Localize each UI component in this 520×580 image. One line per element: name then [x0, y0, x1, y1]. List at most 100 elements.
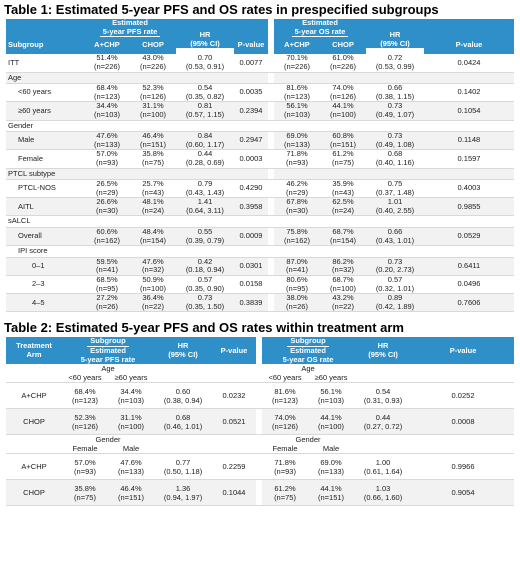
t1-cell-os-c: 44.1% (n=100) [320, 101, 366, 121]
t1-cell-os-a: 67.8% (n=30) [274, 197, 320, 217]
t1-cell-pfs-p: 0.3958 [234, 197, 268, 217]
t2-col-p: P-value [212, 337, 257, 365]
table2: Treatment Arm Subgroup HR (95% CI) P-val… [6, 337, 515, 507]
t1-category-label: Age [6, 72, 84, 85]
t1-cell-pfs-a: 59.5% (n=41) [84, 257, 130, 277]
t1-cell-pfs-p: 0.0077 [234, 54, 268, 73]
t1-pfs-header: Estimated 5-year PFS rate [84, 19, 176, 38]
t1-cell-pfs-p: 0.4290 [234, 179, 268, 199]
t1-category-label: PTCL subtype [6, 168, 84, 181]
t2-level: Male [108, 444, 155, 455]
t1-cell-pfs-a: 47.6% (n=133) [84, 131, 130, 151]
t1-row-label: Female [6, 149, 84, 169]
t1-cell-os-p: 0.1597 [424, 149, 514, 169]
t2-cell-pfs-hr: 0.68 (0.46, 1.01) [154, 408, 213, 436]
t1-cell-os-a: 46.2% (n=29) [274, 179, 320, 199]
t2-subgroup-label-row: Gender Gender [6, 434, 514, 445]
t1-cell-pfs-p: 0.0003 [234, 149, 268, 169]
t2-subgroup-levels-row: Female Male Female Male [6, 444, 515, 455]
t1-table-row: 0–1 59.5% (n=41) 47.6% (n=32) 0.42 (0.18, 0… [6, 257, 514, 277]
t1-cell-os-p: 0.0496 [424, 275, 514, 295]
t1-cell-pfs-hr: 0.57 (0.35, 0.90) [176, 275, 234, 295]
t1-col-achp: A+CHP [84, 37, 130, 55]
t1-cell-pfs-a: 68.4% (n=123) [84, 83, 130, 103]
t2-cell-os-p: 0.0252 [412, 382, 515, 410]
t1-col-os-achp: A+CHP [274, 37, 320, 55]
t1-cell-os-p: 0.1148 [424, 131, 514, 151]
t1-table-row: ITT 51.4% (n=226) 43.0% (n=226) 0.70 (0.53,… [6, 54, 514, 73]
t1-cell-os-c: 86.2% (n=32) [320, 257, 366, 277]
table2-title: Table 2: Estimated 5-year PFS and OS rat… [4, 320, 404, 336]
t2-cell-os-p: 0.9966 [412, 453, 515, 481]
t1-col-os-chop: CHOP [320, 37, 366, 55]
t1-cell-os-hr: 0.73 (0.20, 2.73) [366, 257, 424, 277]
t2-table-row: CHOP 35.8% (n=75) 46.4% (n=151) 1.36 (0.94,… [6, 479, 515, 507]
t1-table-row: 4–5 27.2% (n=26) 36.4% (n=22) 0.73 (0.35, 1… [6, 293, 514, 313]
t2-level-os: ≥60 years [308, 373, 355, 384]
t1-table-row: Overall 60.6% (n=162) 48.4% (n=154) 0.55 (0… [6, 227, 514, 247]
t1-cell-pfs-hr: 0.55 (0.39, 0.79) [176, 227, 234, 247]
t1-cell-os-p: 0.4003 [424, 179, 514, 199]
t1-table-row: AITL 26.6% (n=30) 48.1% (n=24) 1.41 (0.64, … [6, 197, 514, 217]
t2-cell-os-hr: 1.00 (0.61, 1.64) [354, 453, 413, 481]
t1-cell-pfs-c: 25.7% (n=43) [130, 179, 176, 199]
t1-cell-pfs-c: 46.4% (n=151) [130, 131, 176, 151]
t2-subgroup-label-row: Age Age [6, 364, 514, 374]
t1-cell-pfs-p: 0.0009 [234, 227, 268, 247]
t2-cell-os-f: 61.2% (n=75) [262, 479, 309, 507]
t1-category-row: IPI score [6, 245, 514, 258]
t1-cell-pfs-c: 48.1% (n=24) [130, 197, 176, 217]
t1-cell-pfs-c: 36.4% (n=22) [130, 293, 176, 313]
t1-category-label: IPI score [6, 245, 84, 258]
t1-cell-os-hr: 1.01 (0.40, 2.55) [366, 197, 424, 217]
t1-cell-pfs-hr: 0.54 (0.35, 0.82) [176, 83, 234, 103]
t1-cell-os-c: 61.0% (n=226) [320, 54, 366, 73]
t2-subgroup-name: Age [101, 364, 115, 374]
t1-cell-pfs-p: 0.2394 [234, 101, 268, 121]
t1-cell-os-p: 0.0529 [424, 227, 514, 247]
t1-cell-os-a: 69.0% (n=133) [274, 131, 320, 151]
t1-cell-pfs-c: 52.3% (n=126) [130, 83, 176, 103]
t1-cell-os-hr: 0.68 (0.40, 1.16) [366, 149, 424, 169]
t2-table-row: A+CHP 68.4% (n=123) 34.4% (n=103) 0.60 (0.3… [6, 382, 515, 410]
t1-cell-os-p: 0.6411 [424, 257, 514, 277]
t1-cell-os-p: 0.7606 [424, 293, 514, 313]
t1-cell-pfs-a: 60.6% (n=162) [84, 227, 130, 247]
t2-cell-os-hr: 0.44 (0.27, 0.72) [354, 408, 413, 436]
t1-cell-os-c: 68.7% (n=154) [320, 227, 366, 247]
t1-row-label: Male [6, 131, 84, 151]
t2-os-header: Estimated 5-year OS rate [262, 347, 355, 365]
t2-subgroup-name: Gender [95, 435, 121, 445]
t2-cell-pfs-p: 0.0521 [212, 408, 257, 436]
t1-col-p: P-value [234, 37, 268, 55]
t2-table-row: A+CHP 57.0% (n=93) 47.6% (n=133) 0.77 (0.50… [6, 453, 515, 481]
t1-cell-os-p: 0.9855 [424, 197, 514, 217]
t1-cell-pfs-c: 50.9% (n=100) [130, 275, 176, 295]
t1-row-label: <60 years [6, 83, 84, 103]
t1-row-label: ≥60 years [6, 101, 84, 121]
t2-level-os: Female [262, 444, 309, 455]
t1-cell-pfs-a: 27.2% (n=26) [84, 293, 130, 313]
t1-category-label: sALCL [6, 215, 84, 229]
t2-subgroup-os: Subgroup [262, 337, 355, 347]
t1-cell-pfs-c: 48.4% (n=154) [130, 227, 176, 247]
t2-cell-pfs-hr: 1.36 (0.94, 1.97) [154, 479, 213, 507]
t1-cell-pfs-c: 43.0% (n=226) [130, 54, 176, 73]
t1-col-chop: CHOP [130, 37, 176, 55]
t1-category-row: PTCL subtype [6, 168, 514, 181]
t1-cell-pfs-p: 0.3839 [234, 293, 268, 313]
t2-cell-os-m: 69.0% (n=133) [308, 453, 355, 481]
t1-cell-pfs-a: 26.6% (n=30) [84, 197, 130, 217]
t2-level: ≥60 years [108, 373, 155, 384]
t2-col-hr: HR (95% CI) [154, 337, 213, 365]
t1-cell-os-a: 70.1% (n=226) [274, 54, 320, 73]
t1-row-label: ITT [6, 54, 84, 73]
t1-category-row: sALCL [6, 215, 514, 229]
t1-row-label: AITL [6, 197, 84, 217]
t1-cell-pfs-a: 57.0% (n=93) [84, 149, 130, 169]
t1-cell-os-a: 71.8% (n=93) [274, 149, 320, 169]
t2-cell-pfs-f: 57.0% (n=93) [62, 453, 108, 481]
t1-cell-os-hr: 0.66 (0.43, 1.01) [366, 227, 424, 247]
t1-cell-pfs-p: 0.0035 [234, 83, 268, 103]
t1-cell-pfs-a: 51.4% (n=226) [84, 54, 130, 73]
